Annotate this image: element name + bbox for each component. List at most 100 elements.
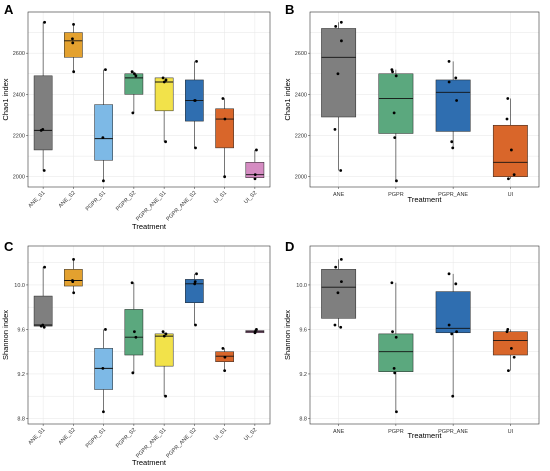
panel-c: C 8.8 9.2 9.6 10.0 ANE_S1 ANE_S2 PGPR_S1 PGPR_S2… xyxy=(1,239,271,467)
data-point xyxy=(507,369,510,372)
data-point xyxy=(71,41,75,45)
data-point xyxy=(334,25,338,28)
plot-border xyxy=(309,11,540,188)
data-point xyxy=(451,394,455,398)
plot-border xyxy=(309,245,540,425)
y-tick-label: 2200 xyxy=(295,134,307,140)
box-pgpr-s2 xyxy=(124,73,144,95)
data-point xyxy=(131,111,135,115)
data-point xyxy=(41,127,45,131)
data-point xyxy=(450,332,454,336)
x-tick-label: PGPR xyxy=(388,429,404,435)
x-axis-title: Treatment xyxy=(408,431,443,440)
data-point xyxy=(41,323,45,327)
data-point xyxy=(42,325,46,329)
x-tick-label: PGPR_ANE xyxy=(438,192,468,198)
y-tick-label: 9.6 xyxy=(17,327,25,333)
x-tick-label: PGPR_ANE_S1 xyxy=(135,190,167,222)
data-point xyxy=(221,346,225,350)
plot-border xyxy=(27,11,271,188)
data-point xyxy=(133,330,136,334)
data-point xyxy=(161,76,165,80)
data-point xyxy=(194,323,197,327)
data-point xyxy=(134,74,138,78)
y-tick-label: 2600 xyxy=(295,51,307,57)
x-tick-label: PGPR_ANE_S1 xyxy=(135,427,167,459)
data-point xyxy=(339,20,343,24)
y-tick-label: 10.0 xyxy=(14,283,25,289)
data-point xyxy=(394,335,398,339)
data-point xyxy=(43,265,47,269)
data-point xyxy=(447,323,451,327)
y-tick-label: 2000 xyxy=(13,175,25,181)
data-point xyxy=(336,72,340,76)
box-ane-s1 xyxy=(33,75,53,151)
data-point xyxy=(134,335,138,339)
data-point xyxy=(195,60,198,63)
y-tick-label: 9.6 xyxy=(299,327,307,333)
x-tick-label: PGPR xyxy=(388,192,404,198)
data-point xyxy=(193,280,197,283)
x-axis-title: Treatment xyxy=(132,458,167,467)
box-ui xyxy=(492,124,528,177)
data-point xyxy=(393,136,397,139)
data-point xyxy=(223,117,227,121)
data-point xyxy=(391,330,394,334)
data-point xyxy=(130,70,134,74)
y-tick-label: 2400 xyxy=(295,92,307,98)
x-tick-label: PGPR_S2 xyxy=(115,427,137,449)
data-point xyxy=(447,60,451,63)
data-point xyxy=(336,291,340,295)
data-point xyxy=(194,146,197,150)
panel-letter: B xyxy=(285,2,294,17)
y-axis-title: Shannon index xyxy=(1,310,10,360)
x-axis-title: Treatment xyxy=(132,222,167,231)
data-point xyxy=(130,281,134,285)
y-axis-title: Chao1 index xyxy=(1,78,10,120)
data-point xyxy=(104,68,107,72)
x-tick-label: ANE_S2 xyxy=(58,190,77,209)
x-tick-label: PGPR_ANE_S2 xyxy=(165,190,197,222)
x-tick-label: PGPR_S1 xyxy=(85,190,107,212)
data-point xyxy=(509,148,513,152)
data-point xyxy=(72,22,75,26)
panel-letter: A xyxy=(4,2,14,17)
x-tick-label: ANE_S1 xyxy=(27,190,46,209)
data-point xyxy=(451,146,455,150)
data-point xyxy=(221,97,225,100)
box-pgpr-ane-s2 xyxy=(185,279,204,303)
data-point xyxy=(505,117,509,121)
data-point xyxy=(394,74,398,78)
data-point xyxy=(164,140,167,144)
data-point xyxy=(162,80,166,84)
data-point xyxy=(393,371,397,375)
x-tick-label: ANE xyxy=(333,192,345,198)
data-point xyxy=(101,136,105,139)
data-point xyxy=(255,328,258,331)
data-point xyxy=(164,78,168,82)
data-point xyxy=(339,169,343,172)
panel-b: B 2000 2200 2400 2600 ANE PGPR PGPR_ANE UI Treatm… xyxy=(283,2,540,204)
panel-a: A 2000 2200 2400 2600 ANE_S1 ANE_S2 PGPR_S1 PGPR… xyxy=(1,2,271,231)
data-point xyxy=(334,265,338,269)
box-pgpr-ane xyxy=(435,79,471,132)
box-ane-s1 xyxy=(33,295,53,327)
data-point xyxy=(223,355,227,359)
data-point xyxy=(339,325,343,329)
data-point xyxy=(455,99,458,102)
data-point xyxy=(447,272,451,276)
box-pgpr-ane-s1 xyxy=(154,333,174,367)
data-point xyxy=(72,70,76,74)
data-point xyxy=(223,175,227,179)
data-point xyxy=(101,366,105,370)
y-tick-label: 2200 xyxy=(13,134,25,140)
box-pgpr xyxy=(378,73,414,134)
panel-letter: D xyxy=(285,239,294,254)
y-tick-label: 8.8 xyxy=(17,416,25,422)
data-point xyxy=(164,332,168,336)
data-point xyxy=(71,37,74,41)
box-pgpr-s1 xyxy=(94,104,113,161)
data-point xyxy=(507,177,510,181)
